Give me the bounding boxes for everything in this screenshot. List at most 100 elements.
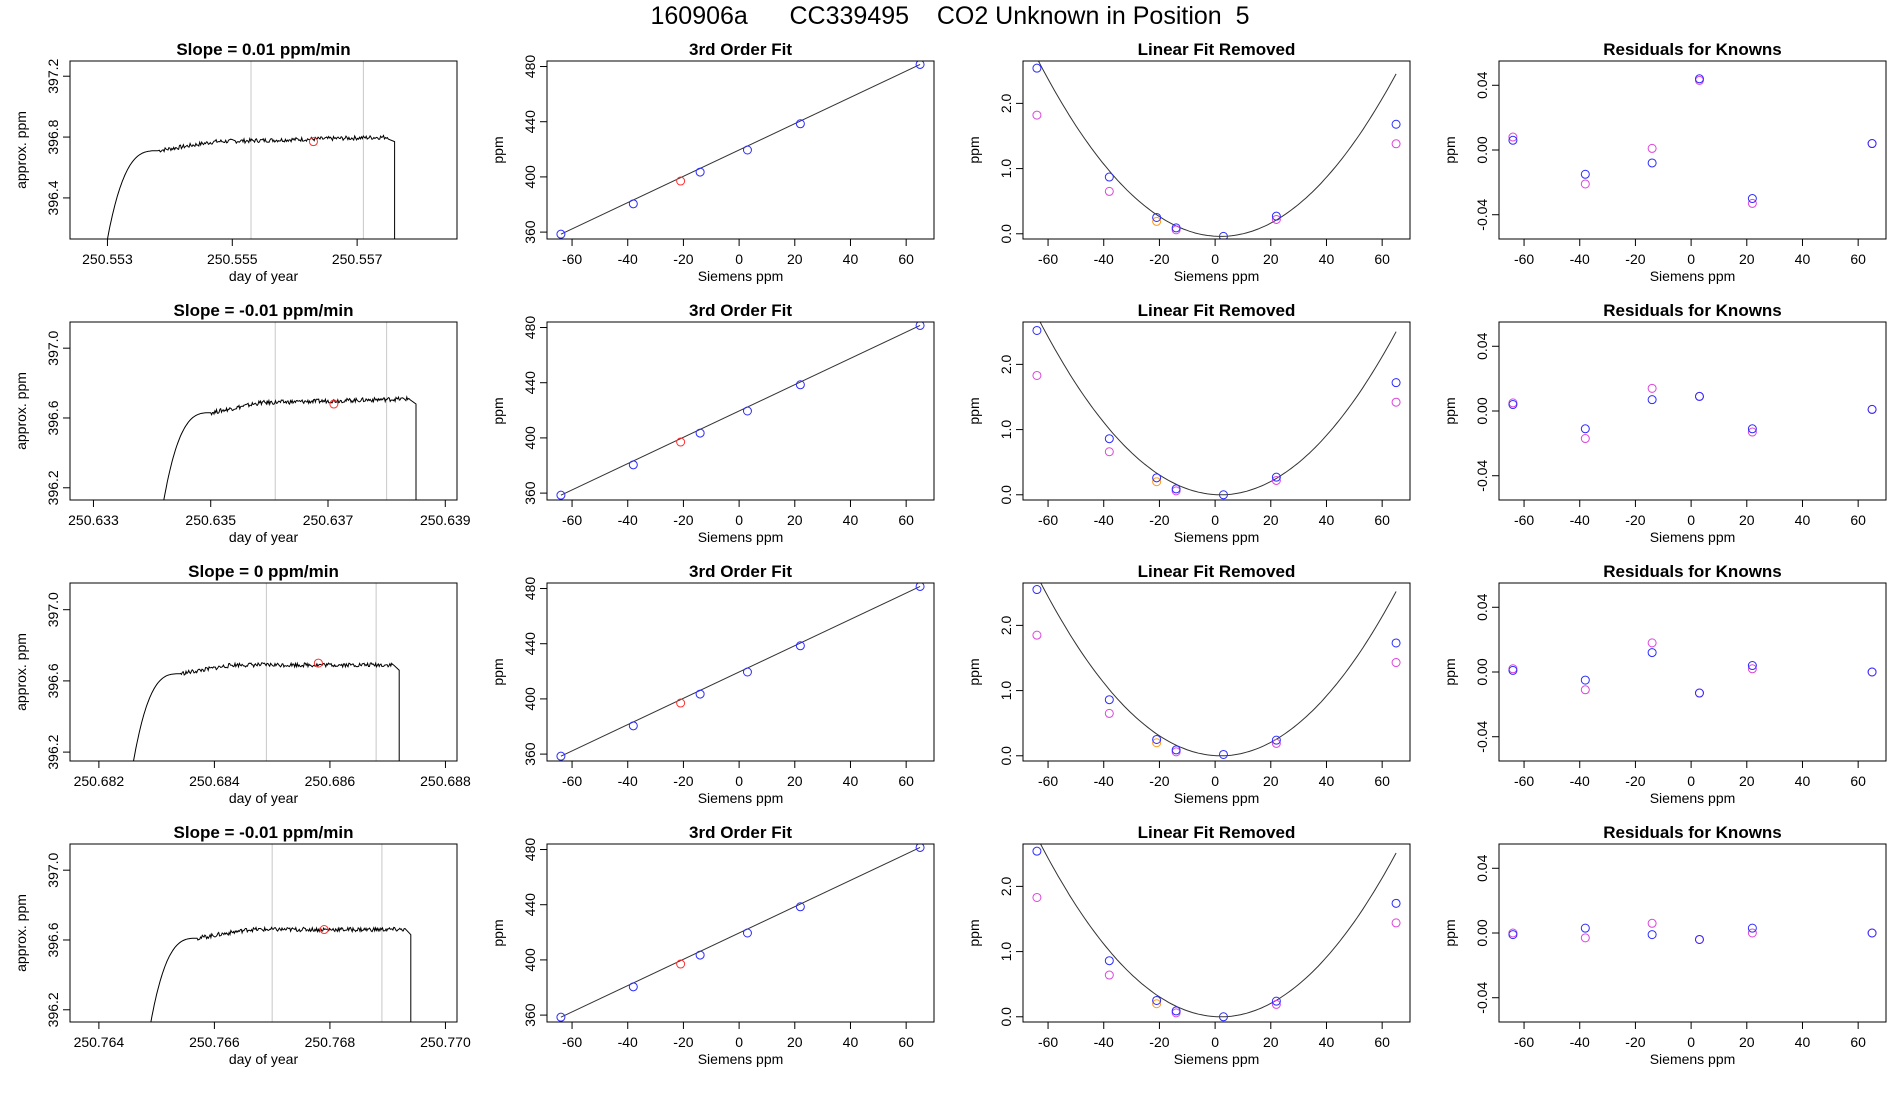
x-tick-label: 250.635 [185,512,236,528]
alt-point [1271,999,1281,1009]
alt-point [1104,708,1114,718]
unknown-point [676,959,686,969]
data-point [1580,169,1590,179]
y-tick-label: 440 [522,371,538,395]
data-point [695,689,705,699]
x-tick-label: 250.633 [68,512,119,528]
x-tick-label: 250.768 [305,1034,356,1050]
data-point [1647,930,1657,940]
plot-frame [546,582,935,762]
data-point [1271,735,1281,745]
plot-area [163,322,417,500]
x-tick-label: -20 [673,512,693,528]
data-point [1104,956,1114,966]
alt-point [1171,225,1181,235]
panel-title: Slope = 0 ppm/min [188,562,339,581]
alt-point [1391,918,1401,928]
data-point [1218,490,1228,500]
plot-frame [546,60,935,240]
orange-point [1152,738,1162,748]
x-tick-label: -60 [1514,251,1534,267]
plot-area [1508,74,1877,208]
unknown-point [676,437,686,447]
data-point [1171,745,1181,755]
alt-point [1171,486,1181,496]
plot-area [1032,844,1401,1022]
y-tick-label: 2.0 [998,354,1014,374]
x-tick-label: 60 [898,773,914,789]
data-point [1508,930,1518,940]
data-point [1694,391,1704,401]
data-point [1508,400,1518,410]
data-point [1271,211,1281,221]
y-tick-label: 396.6 [45,922,61,957]
alt-point [1032,110,1042,120]
y-tick-label: 1.0 [998,159,1014,179]
y-tick-label: 480 [522,577,538,601]
data-point [742,928,752,938]
y-tick-label: 0.00 [1474,658,1490,685]
data-point [1508,665,1518,675]
x-tick-label: 250.688 [420,773,471,789]
x-tick-label: 20 [787,251,803,267]
x-tick-label: 0 [1687,251,1695,267]
alt-point [1271,214,1281,224]
data-point [1580,675,1590,685]
plot-frame [69,843,458,1023]
panel-title: Slope = 0.01 ppm/min [176,40,350,59]
panel-linear-removed-row-2: Linear Fit Removed -60 -40 -20 0 20 40 60 0.0 1.0… [966,301,1411,545]
x-axis-label: Siemens ppm [698,1051,784,1067]
x-axis-label: Siemens ppm [698,268,784,284]
plot-frame [69,582,458,762]
y-tick-label: 0.04 [1474,71,1490,98]
y-tick-label: 2.0 [998,615,1014,635]
x-tick-label: 250.639 [420,512,471,528]
x-axis-label: day of year [229,1051,299,1067]
alt-point [1271,475,1281,485]
y-tick-label: -0.04 [1474,460,1490,492]
fit-curve [1037,61,1397,237]
alt-point [1508,132,1518,142]
figure-title: 160906a CC339495 CO2 Unknown in Position… [650,2,1250,30]
y-axis-label: approx. ppm [13,372,29,450]
alt-point [1647,638,1657,648]
plot-frame [1022,60,1411,240]
x-tick-label: 60 [898,251,914,267]
data-point [1647,395,1657,405]
panel-title: Linear Fit Removed [1138,301,1296,320]
y-axis-label: ppm [490,658,506,685]
alt-point [1271,738,1281,748]
x-tick-label: 20 [1263,1034,1279,1050]
x-tick-label: 40 [843,512,859,528]
y-axis-label: approx. ppm [13,111,29,189]
data-point [1747,923,1757,933]
x-tick-label: -40 [1094,773,1114,789]
plot-area [1032,583,1401,759]
panel-time-series-row-2: Slope = -0.01 ppm/min 250.633 250.635 250.6… [13,301,471,545]
y-tick-label: 397.0 [45,330,61,365]
y-tick-label: 397.0 [45,592,61,627]
x-tick-label: 250.553 [82,251,133,267]
y-axis-label: ppm [966,919,982,946]
x-tick-label: -60 [1514,773,1534,789]
unknown-point [308,137,318,147]
data-point [742,406,752,416]
data-trace [150,925,412,1022]
data-trace [163,395,417,500]
data-point [1104,172,1114,182]
data-point [1508,135,1518,145]
alt-point [1104,186,1114,196]
panel-title: 3rd Order Fit [689,823,792,842]
x-tick-label: 0 [1211,1034,1219,1050]
unknown-point [329,399,339,409]
panel-linear-removed-row-3: Linear Fit Removed -60 -40 -20 0 20 40 60 0.0 1.0… [966,562,1411,806]
x-tick-label: 20 [1263,251,1279,267]
x-axis-label: Siemens ppm [1174,268,1260,284]
alt-point [1580,933,1590,943]
x-tick-label: 40 [843,251,859,267]
data-point [742,667,752,677]
y-axis-label: ppm [1442,658,1458,685]
plot-area [556,844,925,1022]
plot-frame [1498,582,1887,762]
panel-residuals-row-2: Residuals for Knowns -60 -40 -20 0 20 40 60 -0.0… [1442,301,1887,545]
